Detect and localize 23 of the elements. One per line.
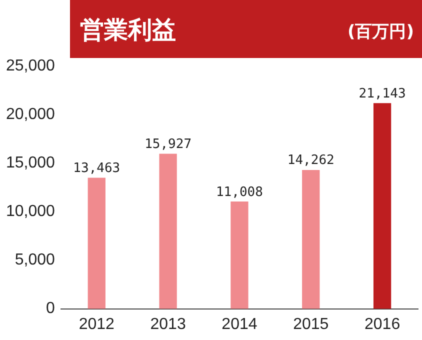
data-label: 14,262 xyxy=(287,153,334,168)
bar xyxy=(230,202,248,309)
bar xyxy=(159,154,177,309)
y-tick-label: 0 xyxy=(46,300,56,318)
y-tick-label: 25,000 xyxy=(6,57,56,74)
data-label: 15,927 xyxy=(144,136,192,152)
data-label: 13,463 xyxy=(73,160,120,176)
x-tick-label: 2013 xyxy=(150,316,186,333)
bar xyxy=(373,103,392,309)
bar xyxy=(302,170,320,309)
y-tick-label: 10,000 xyxy=(6,203,56,220)
data-label: 21,143 xyxy=(358,86,406,102)
x-tick-label: 2012 xyxy=(78,316,115,333)
bar xyxy=(88,178,106,309)
x-tick-label: 2016 xyxy=(364,316,400,333)
y-tick-label: 15,000 xyxy=(6,154,56,172)
x-tick-label: 2014 xyxy=(222,316,258,333)
y-axis-title: (百万円) xyxy=(347,21,414,43)
y-tick-label: 20,000 xyxy=(6,106,56,123)
data-label: 11,008 xyxy=(216,184,263,200)
x-tick-label: 2015 xyxy=(293,316,329,333)
y-tick-label: 5,000 xyxy=(14,252,56,269)
chart-title: 営業利益 xyxy=(80,15,176,46)
